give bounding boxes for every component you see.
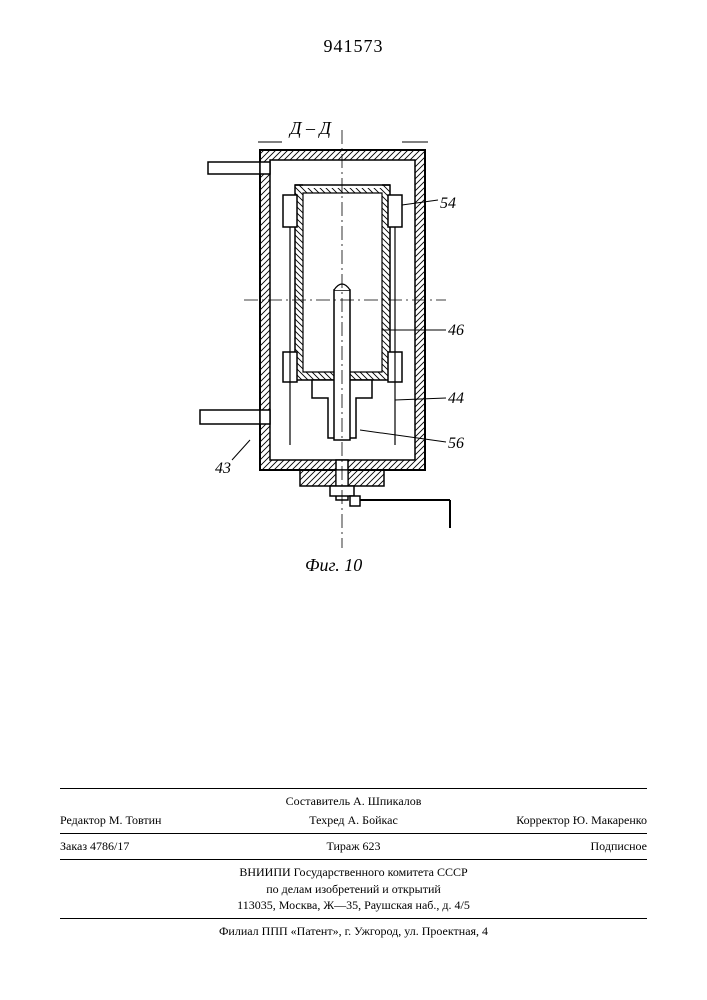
- editor: Редактор М. Товтин: [60, 812, 256, 829]
- diagram-fig10: [0, 0, 707, 600]
- compiler: Составитель А. Шпикалов: [256, 793, 452, 810]
- corrector: Корректор Ю. Макаренко: [451, 812, 647, 829]
- publisher-address: 113035, Москва, Ж—35, Раушская наб., д. …: [60, 897, 647, 914]
- publisher-line-1: ВНИИПИ Государственного комитета СССР: [60, 864, 647, 881]
- branch-address: Филиал ППП «Патент», г. Ужгород, ул. Про…: [60, 923, 647, 940]
- order-number: Заказ 4786/17: [60, 838, 256, 855]
- publisher-line-2: по делам изобретений и открытий: [60, 881, 647, 898]
- imprint-footer: Составитель А. Шпикалов Редактор М. Товт…: [60, 784, 647, 940]
- tech-editor: Техред А. Бойкас: [256, 812, 452, 829]
- subscription: Подписное: [451, 838, 647, 855]
- print-run: Тираж 623: [256, 838, 452, 855]
